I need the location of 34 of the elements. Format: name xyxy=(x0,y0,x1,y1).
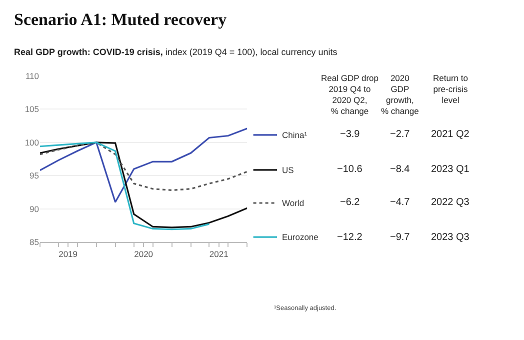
text: −3.9 xyxy=(340,129,360,140)
legend-label: Eurozone xyxy=(282,232,319,242)
y-tick-label: 90 xyxy=(30,204,40,214)
text: 2023 Q1 xyxy=(431,164,470,175)
x-tick-label: 2019 xyxy=(58,249,78,260)
chart-title: Scenario A1: Muted recovery xyxy=(14,10,228,29)
text: 2023 Q3 xyxy=(431,232,470,243)
y-tick-label: 85 xyxy=(30,236,40,247)
text: −6.2 xyxy=(340,197,360,208)
y-tick-label: 105 xyxy=(24,104,40,114)
text: −10.6 xyxy=(337,164,363,175)
text: Return to pre-crisis level xyxy=(433,73,468,106)
text: 2022 Q3 xyxy=(431,197,470,208)
chart-subtitle: Real GDP growth: COVID-19 crisis, index (2019 Q4 = 100), local currency units xyxy=(14,47,338,57)
x-tick-label: 2020 xyxy=(134,249,154,260)
line-series xyxy=(40,142,248,228)
legend-label: China¹ xyxy=(282,130,308,140)
text: −12.2 xyxy=(337,232,363,243)
line-series xyxy=(40,142,248,192)
y-tick-label: 100 xyxy=(24,137,40,148)
line-series xyxy=(40,128,248,203)
line-series xyxy=(40,142,210,230)
text: 2021 Q2 xyxy=(431,129,470,140)
text: −2.7 xyxy=(390,129,410,140)
text: 2020 GDP growth, % change xyxy=(381,73,420,116)
y-tick-label: 95 xyxy=(30,170,40,181)
legend-label: US xyxy=(282,165,294,175)
text: Real GDP drop 2019 Q4 to 2020 Q2, % change xyxy=(321,73,379,116)
text: −9.7 xyxy=(390,232,410,243)
text: −8.4 xyxy=(390,164,410,175)
legend-label: World xyxy=(282,198,304,208)
x-tick-label: 2021 xyxy=(209,249,229,260)
y-tick-label: 110 xyxy=(25,70,40,81)
text: −4.7 xyxy=(390,197,410,208)
